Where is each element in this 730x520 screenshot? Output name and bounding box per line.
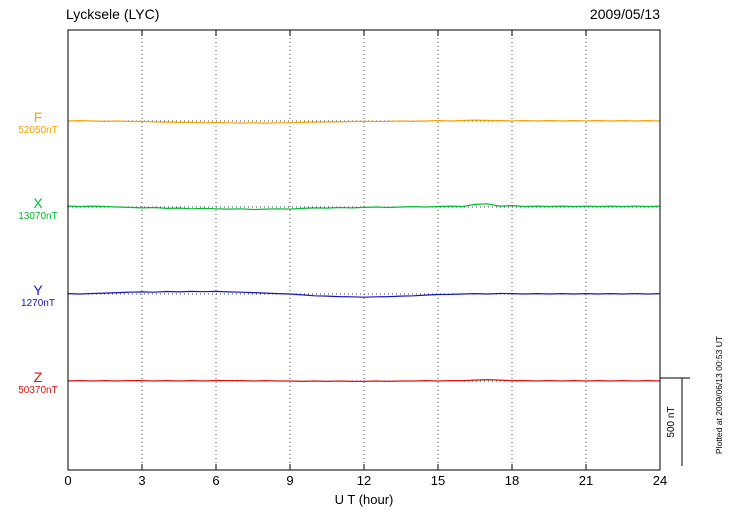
series-baseline-label-X: 13070nT [18, 211, 58, 222]
x-tick-label-9: 9 [286, 473, 294, 488]
x-tick-label-3: 3 [138, 473, 146, 488]
x-tick-label-21: 21 [578, 473, 594, 488]
x-tick-label-6: 6 [212, 473, 220, 488]
x-tick-label-18: 18 [504, 473, 520, 488]
series-label-F: F [33, 109, 43, 125]
series-baseline-label-Z: 50370nT [18, 385, 58, 396]
plot-border [67, 29, 661, 471]
series-baseline-label-F: 52050nT [18, 125, 58, 136]
plotted-note: Plotted at 2009/06/13 00:53 UT [714, 335, 724, 455]
x-tick-label-24: 24 [652, 473, 668, 488]
x-tick-label-15: 15 [430, 473, 446, 488]
x-tick-label-0: 0 [64, 473, 72, 488]
trace-F [67, 119, 661, 124]
series-label-Y: Y [33, 282, 43, 298]
station-title: Lycksele (LYC) [66, 6, 160, 22]
trace-Y [67, 290, 661, 298]
trace-X [67, 203, 661, 211]
series-label-X: X [33, 195, 43, 211]
series-baseline-label-Y: 1270nT [21, 298, 55, 309]
x-axis-title: U T (hour) [334, 492, 394, 507]
date-label: 2009/05/13 [589, 6, 660, 22]
scale-bar-label: 500 nT [666, 406, 677, 438]
series-label-Z: Z [33, 369, 43, 385]
trace-Z [67, 379, 661, 382]
x-tick-label-12: 12 [356, 473, 372, 488]
